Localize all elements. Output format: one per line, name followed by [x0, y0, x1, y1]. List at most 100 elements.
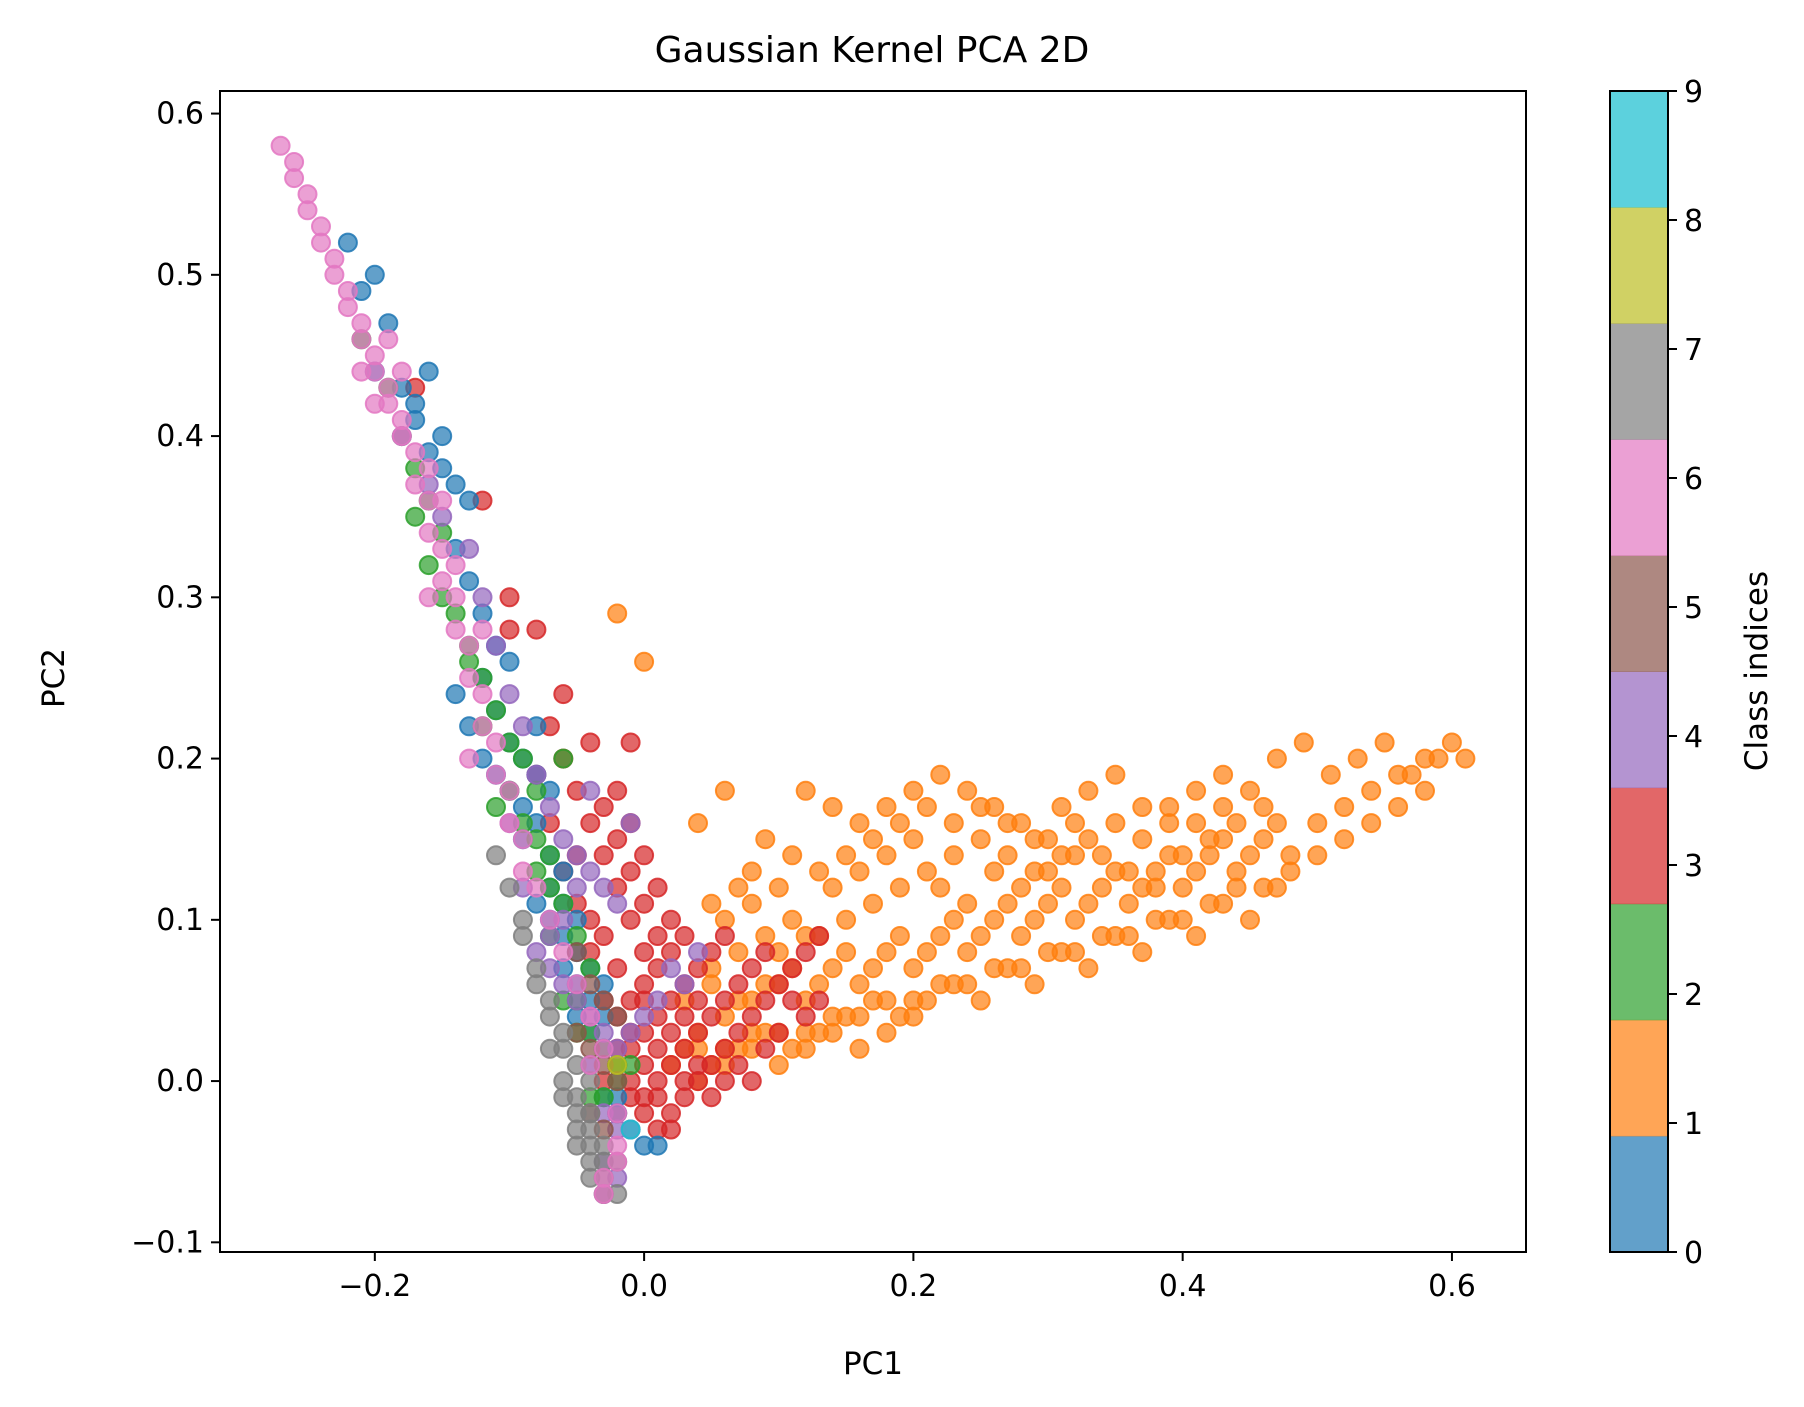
scatter-point-class-0	[459, 490, 480, 511]
scatter-point-class-1	[1132, 942, 1153, 963]
scatter-point-class-3	[647, 926, 668, 946]
scatter-point-class-1	[1213, 797, 1234, 817]
scatter-point-class-1	[970, 797, 991, 817]
scatter-point-class-0	[647, 1135, 668, 1156]
scatter-point-class-1	[1065, 942, 1085, 963]
scatter-point-class-1	[876, 942, 897, 963]
scatter-point-class-1	[809, 861, 830, 882]
scatter-point-class-1	[1455, 748, 1476, 769]
scatter-point-class-1	[782, 845, 803, 866]
scatter-point-class-1	[1091, 877, 1112, 898]
y-tick-label: 0.5	[156, 258, 204, 293]
scatter-point-class-1	[930, 926, 951, 946]
scatter-point-class-6	[539, 909, 560, 930]
scatter-point-class-3	[714, 1071, 735, 1092]
scatter-point-class-6	[472, 716, 493, 737]
scatter-point-class-1	[889, 877, 910, 898]
scatter-point-class-1	[984, 958, 1005, 979]
scatter-point-class-3	[688, 1022, 708, 1043]
scatter-point-class-3	[580, 732, 601, 753]
scatter-point-class-1	[849, 813, 870, 834]
scatter-point-class-5	[593, 990, 614, 1011]
scatter-point-class-1	[889, 813, 910, 834]
scatter-point-class-3	[688, 1055, 708, 1075]
scatter-point-class-4	[580, 780, 601, 801]
scatter-point-class-6	[391, 426, 412, 447]
scatter-point-class-1	[1172, 909, 1193, 930]
colorbar-segments	[1610, 91, 1668, 1253]
scatter-point-class-0	[432, 426, 453, 447]
scatter-point-class-1	[1078, 958, 1099, 979]
scatter-point-class-1	[930, 974, 951, 995]
scatter-point-class-7	[539, 1038, 560, 1059]
scatter-point-class-1	[1051, 845, 1072, 866]
scatter-point-class-1	[1307, 813, 1328, 834]
scatter-point-class-4	[593, 877, 614, 898]
scatter-point-class-7	[526, 974, 547, 995]
scatter-point-class-1	[863, 958, 883, 979]
scatter-point-class-1	[849, 1038, 870, 1059]
scatter-point-class-1	[1024, 909, 1045, 930]
scatter-point-class-0	[499, 651, 520, 672]
scatter-point-class-1	[1320, 764, 1341, 785]
scatter-point-class-1	[1374, 732, 1395, 753]
scatter-point-class-1	[822, 797, 843, 817]
scatter-point-class-1	[943, 845, 964, 866]
scatter-point-class-4	[499, 684, 520, 705]
scatter-point-class-3	[593, 797, 614, 817]
scatter-point-class-3	[607, 958, 628, 979]
scatter-point-class-1	[916, 861, 937, 882]
scatter-point-class-1	[849, 1006, 870, 1027]
scatter-point-class-3	[741, 958, 762, 979]
colorbar-segment-8	[1610, 207, 1668, 324]
scatter-point-class-1	[1186, 813, 1207, 834]
scatter-point-class-1	[1361, 813, 1382, 834]
scatter-point-class-3	[728, 1022, 749, 1043]
scatter-point-class-1	[903, 958, 924, 979]
scatter-point-class-6	[607, 1103, 628, 1124]
x-tick-label: 0.0	[620, 1269, 668, 1304]
scatter-point-class-1	[849, 974, 870, 995]
colorbar-frame	[1609, 90, 1669, 1253]
scatter-point-class-1	[876, 845, 897, 866]
scatter-point-class-3	[661, 909, 681, 930]
chart-title: Gaussian Kernel PCA 2D	[655, 30, 1090, 71]
scatter-point-class-3	[634, 1087, 655, 1108]
x-tick-label: 0.4	[1159, 1269, 1207, 1304]
colorbar-segment-0	[1610, 1135, 1668, 1253]
scatter-point-class-1	[822, 958, 843, 979]
scatter-point-class-3	[661, 1022, 681, 1043]
scatter-point-class-3	[647, 1071, 668, 1092]
scatter-point-class-1	[1415, 780, 1435, 801]
scatter-point-class-1	[957, 893, 978, 914]
scatter-point-class-1	[1078, 780, 1099, 801]
scatter-point-class-6	[445, 619, 466, 640]
scatter-point-class-6	[351, 361, 372, 382]
scatter-point-class-6	[418, 587, 439, 608]
scatter-point-class-2	[512, 748, 533, 769]
scatter-point-class-6	[580, 1055, 601, 1075]
scatter-point-class-1	[1159, 845, 1180, 866]
scatter-point-class-1	[822, 877, 843, 898]
scatter-point-class-6	[553, 942, 574, 963]
scatter-point-class-2	[486, 700, 506, 721]
scatter-point-class-0	[445, 474, 466, 495]
scatter-point-class-1	[1361, 780, 1382, 801]
colorbar-tick-label: 0	[1684, 1236, 1703, 1271]
scatter-point-class-1	[997, 893, 1018, 914]
scatter-point-class-1	[1293, 732, 1314, 753]
scatter-point-class-6	[445, 587, 466, 608]
scatter-point-class-8	[607, 1055, 628, 1075]
scatter-point-class-1	[1266, 748, 1287, 769]
scatter-point-class-1	[1132, 797, 1153, 817]
scatter-point-class-3	[741, 1006, 762, 1027]
scatter-point-class-3	[607, 829, 628, 850]
scatter-point-class-2	[539, 845, 560, 866]
colorbar-segment-3	[1610, 787, 1668, 905]
scatter-point-class-1	[1186, 926, 1207, 946]
scatter-point-class-6	[526, 877, 547, 898]
scatter-point-class-1	[1159, 797, 1180, 817]
scatter-point-class-1	[903, 829, 924, 850]
scatter-point-class-4	[526, 764, 547, 785]
scatter-point-class-4	[566, 877, 587, 898]
